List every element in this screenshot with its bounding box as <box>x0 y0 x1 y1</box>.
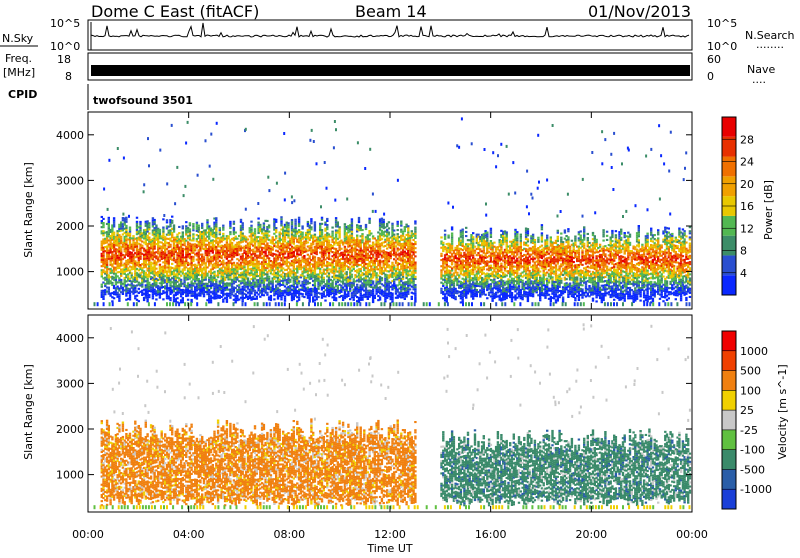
x-axis-label: Time UT <box>366 542 412 554</box>
colorbar-tick: -100 <box>740 444 765 457</box>
y-tick-label: 3000 <box>56 174 84 187</box>
power-panel: 4000 3000 2000 1000 Slant Range [km] 28 24 20… <box>22 112 775 309</box>
colorbar-tick: 16 <box>740 200 754 213</box>
y-tick-label: 1000 <box>56 469 84 482</box>
date-title: 01/Nov/2013 <box>588 2 691 21</box>
y-tick-label: 4000 <box>56 332 84 345</box>
x-tick-label: 00:00 <box>72 528 104 541</box>
nave-dots: .... <box>752 73 766 86</box>
colorbar-tick: 20 <box>740 178 754 191</box>
nsky-trace <box>91 22 689 50</box>
cpid-panel: CPID twofsound 3501 <box>8 84 193 110</box>
x-tick-label: 04:00 <box>173 528 205 541</box>
colorbar-tick: -500 <box>740 463 765 476</box>
nsky-label: N.Sky <box>2 32 34 45</box>
x-tick-label: 12:00 <box>374 528 406 541</box>
colorbar-tick: 24 <box>740 156 754 169</box>
colorbar-tick: 100 <box>740 384 761 397</box>
freq-tick-top: 18 <box>57 53 71 66</box>
station-title: Dome C East (fitACF) <box>91 2 259 21</box>
nave-tick-top: 60 <box>707 53 721 66</box>
y-tick-label: 1000 <box>56 266 84 279</box>
velocity-colorbar: 1000 500 100 25 -25 -100 -500 -1000 <box>722 331 772 509</box>
colorbar-tick: 12 <box>740 222 754 235</box>
freq-panel: Freq. [MHz] 18 8 60 0 Nave .... <box>3 52 775 86</box>
colorbar-tick: 25 <box>740 404 754 417</box>
power-ylabel: Slant Range [km] <box>22 162 35 258</box>
freq-label: Freq. <box>5 52 32 65</box>
nsky-tick-bottom: 10^0 <box>50 40 80 53</box>
power-colorbar-label: Power [dB] <box>762 180 775 240</box>
x-tick-label: 00:00 <box>676 528 708 541</box>
power-colorbar: 28 24 20 16 12 8 4 <box>722 117 754 295</box>
y-tick-label: 3000 <box>56 377 84 390</box>
nsearch-tick-bottom: 10^0 <box>707 40 737 53</box>
nave-tick-bottom: 0 <box>707 70 714 83</box>
cpid-value: twofsound 3501 <box>93 94 193 107</box>
colorbar-tick: -1000 <box>740 483 772 496</box>
colorbar-tick: -25 <box>740 424 758 437</box>
colorbar-tick: 28 <box>740 133 754 146</box>
velocity-panel: 4000 3000 2000 1000 Slant Range [km] 1000 50… <box>22 315 789 512</box>
freq-trace <box>91 65 690 76</box>
cpid-label: CPID <box>8 88 37 101</box>
colorbar-tick: 4 <box>740 267 747 280</box>
nsky-tick-top: 10^5 <box>50 17 80 30</box>
nsky-panel: N.Sky 10^5 10^0 10^5 10^0 N.Search .....… <box>0 17 795 53</box>
x-tick-label: 08:00 <box>273 528 305 541</box>
x-tick-label: 16:00 <box>475 528 507 541</box>
y-tick-label: 4000 <box>56 129 84 142</box>
y-tick-label: 2000 <box>56 220 84 233</box>
nsky-line <box>91 23 689 37</box>
colorbar-tick: 8 <box>740 245 747 258</box>
velocity-ylabel: Slant Range [km] <box>22 364 35 460</box>
velocity-colorbar-label: Velocity [m s^-1] <box>776 364 789 459</box>
y-tick-label: 2000 <box>56 423 84 436</box>
freq-tick-bottom: 8 <box>65 70 72 83</box>
x-tick-label: 20:00 <box>575 528 607 541</box>
nsearch-tick-top: 10^5 <box>707 17 737 30</box>
colorbar-tick: 1000 <box>740 345 768 358</box>
freq-unit: [MHz] <box>3 66 35 79</box>
beam-title: Beam 14 <box>355 2 427 21</box>
colorbar-tick: 500 <box>740 365 761 378</box>
nsearch-dots: ........ <box>756 38 784 51</box>
